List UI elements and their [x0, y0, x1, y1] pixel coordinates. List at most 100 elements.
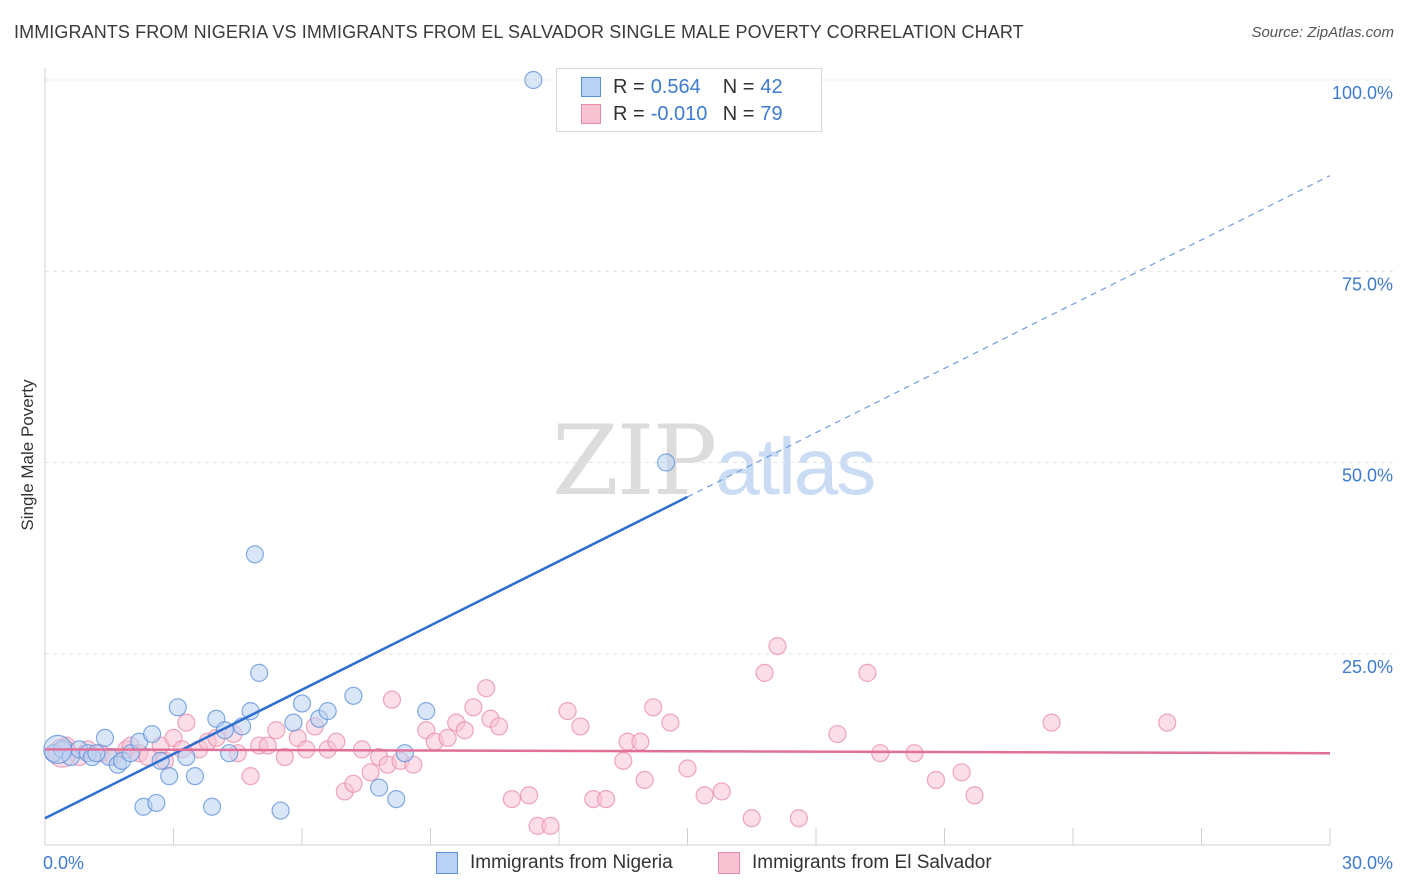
point-nigeria — [250, 663, 269, 682]
point-nigeria — [271, 801, 290, 820]
legend-swatch-nigeria — [581, 77, 601, 97]
point-el-salvador — [635, 770, 654, 790]
legend-label-nigeria: Immigrants from Nigeria — [470, 852, 673, 873]
point-el-salvador — [614, 751, 633, 770]
point-el-salvador — [344, 774, 363, 793]
point-nigeria — [87, 744, 106, 763]
point-el-salvador — [455, 721, 474, 740]
legend-r-label: R = — [613, 75, 645, 98]
point-nigeria — [95, 728, 115, 748]
point-nigeria — [524, 70, 543, 90]
point-el-salvador — [464, 698, 483, 717]
legend-row-nigeria: R = 0.564 N = 42 — [581, 74, 783, 100]
point-el-salvador — [926, 770, 946, 790]
y-tick-label: 50.0% — [1342, 466, 1393, 486]
point-el-salvador — [327, 732, 346, 751]
point-el-salvador — [871, 744, 890, 763]
point-nigeria — [370, 778, 389, 797]
point-nigeria — [344, 686, 363, 705]
point-el-salvador — [361, 763, 380, 782]
point-el-salvador — [755, 663, 774, 682]
y-tick-label: 100.0% — [1332, 83, 1393, 103]
legend-n-label: N = — [722, 75, 755, 98]
point-el-salvador — [477, 679, 496, 698]
trend-line-nigeria-extension — [687, 175, 1331, 498]
legend-n-value: 79 — [760, 102, 783, 125]
point-el-salvador — [571, 717, 590, 736]
point-el-salvador — [267, 721, 286, 740]
legend-swatch-el-salvador — [581, 104, 601, 124]
point-el-salvador — [541, 816, 560, 835]
point-nigeria — [656, 453, 676, 472]
trend-line-nigeria — [44, 495, 689, 820]
point-el-salvador — [438, 728, 457, 748]
trend-lines — [44, 175, 1331, 820]
point-nigeria — [160, 767, 179, 786]
point-nigeria — [387, 789, 406, 809]
point-el-salvador — [742, 809, 761, 828]
point-nigeria — [292, 694, 312, 713]
x-tick-label-min: 0.0% — [43, 853, 84, 873]
legend-swatch-el-salvador — [718, 852, 740, 874]
legend-item-el-salvador[interactable]: Immigrants from El Salvador — [718, 852, 992, 874]
point-el-salvador — [502, 789, 521, 809]
point-nigeria — [284, 713, 303, 732]
legend-r-value: -0.010 — [650, 102, 708, 125]
legend-n-value: 42 — [760, 75, 783, 98]
point-el-salvador — [768, 636, 787, 656]
legend-row-el-salvador: R = -0.010 N = 79 — [581, 101, 783, 127]
gridlines — [45, 79, 1395, 655]
point-nigeria — [245, 545, 264, 564]
point-el-salvador — [858, 663, 877, 682]
point-el-salvador — [789, 809, 808, 828]
point-el-salvador — [558, 702, 577, 721]
point-nigeria — [168, 698, 187, 717]
point-el-salvador — [382, 690, 402, 709]
chart-title: IMMIGRANTS FROM NIGERIA VS IMMIGRANTS FR… — [14, 22, 1024, 42]
point-el-salvador — [952, 763, 971, 782]
point-nigeria — [147, 793, 166, 813]
watermark-zip: ZIP — [552, 405, 717, 517]
point-el-salvador — [519, 786, 539, 805]
legend-r-value: 0.564 — [650, 75, 701, 98]
point-nigeria — [220, 744, 239, 763]
point-el-salvador — [695, 786, 714, 805]
point-nigeria — [202, 797, 222, 816]
legend-r-label: R = — [613, 102, 645, 125]
point-el-salvador — [965, 786, 984, 805]
point-nigeria — [395, 744, 414, 763]
legend-n-label: N = — [722, 102, 755, 125]
y-tick-label: 75.0% — [1342, 274, 1393, 294]
watermark-atlas: atlas — [715, 422, 876, 511]
trend-line-el-salvador — [44, 748, 1331, 755]
source-label: Source: ZipAtlas.com — [1251, 24, 1394, 41]
point-el-salvador — [661, 713, 680, 732]
legend-item-nigeria[interactable]: Immigrants from Nigeria — [436, 852, 673, 874]
point-el-salvador — [1042, 713, 1061, 732]
x-tick-label-max: 30.0% — [1342, 853, 1393, 873]
correlation-legend: R = 0.564 N = 42 R = -0.010 N = 79 — [556, 68, 822, 132]
series-legend: Immigrants from Nigeria Immigrants from … — [0, 852, 1406, 878]
point-nigeria — [142, 724, 162, 744]
point-el-salvador — [644, 698, 663, 717]
point-el-salvador — [712, 782, 731, 801]
point-nigeria — [185, 767, 205, 786]
point-el-salvador — [489, 717, 509, 736]
point-el-salvador — [631, 732, 650, 751]
point-el-salvador — [258, 736, 277, 755]
legend-swatch-nigeria — [436, 852, 458, 874]
point-el-salvador — [241, 767, 260, 786]
legend-label-el-salvador: Immigrants from El Salvador — [752, 852, 992, 873]
point-el-salvador — [177, 713, 196, 732]
point-nigeria — [318, 702, 337, 721]
point-el-salvador — [828, 724, 847, 744]
tick-labels: 25.0% 50.0% 75.0% 100.0% 0.0% 30.0% — [43, 83, 1393, 873]
y-tick-label: 25.0% — [1342, 657, 1393, 677]
point-nigeria — [417, 702, 436, 721]
data-points — [43, 70, 1177, 835]
axes — [44, 68, 1331, 846]
point-el-salvador — [1158, 713, 1177, 732]
point-el-salvador — [275, 747, 294, 767]
point-el-salvador — [597, 789, 616, 809]
